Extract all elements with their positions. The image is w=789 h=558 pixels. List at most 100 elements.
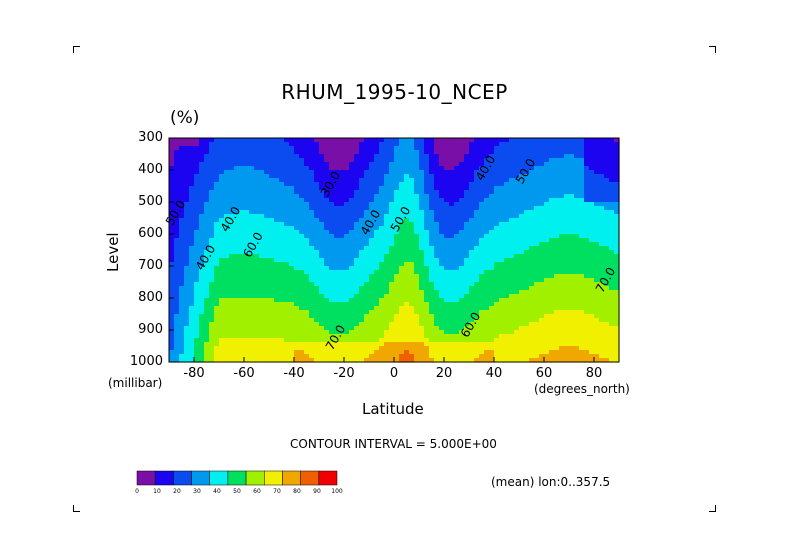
heatmap-cell	[274, 262, 280, 267]
heatmap-cell	[324, 210, 330, 215]
heatmap-cell	[339, 142, 345, 147]
heatmap-cell	[369, 146, 375, 151]
heatmap-cell	[479, 358, 485, 363]
heatmap-cell	[264, 306, 270, 311]
heatmap-cell	[399, 214, 405, 219]
heatmap-cell	[259, 198, 265, 203]
heatmap-cell	[434, 242, 440, 247]
heatmap-cell	[204, 286, 210, 291]
heatmap-cell	[189, 290, 195, 295]
heatmap-cell	[544, 186, 550, 191]
heatmap-cell	[604, 222, 610, 227]
heatmap-cell	[559, 334, 565, 339]
heatmap-cell	[469, 358, 475, 363]
heatmap-cell	[564, 298, 570, 303]
heatmap-cell	[339, 146, 345, 151]
heatmap-cell	[449, 218, 455, 223]
heatmap-cell	[279, 206, 285, 211]
heatmap-cell	[349, 314, 355, 319]
heatmap-cell	[359, 226, 365, 231]
heatmap-cell	[284, 306, 290, 311]
heatmap-cell	[529, 142, 535, 147]
heatmap-cell	[504, 226, 510, 231]
heatmap-cell	[199, 354, 205, 359]
heatmap-cell	[504, 190, 510, 195]
heatmap-cell	[419, 230, 425, 235]
heatmap-cell	[459, 302, 465, 307]
heatmap-cell	[479, 290, 485, 295]
heatmap-cell	[374, 358, 380, 363]
heatmap-cell	[479, 234, 485, 239]
heatmap-cell	[549, 318, 555, 323]
heatmap-cell	[504, 350, 510, 355]
heatmap-cell	[489, 182, 495, 187]
heatmap-cell	[179, 234, 185, 239]
heatmap-cell	[329, 342, 335, 347]
heatmap-cell	[329, 250, 335, 255]
heatmap-cell	[259, 338, 265, 343]
heatmap-cell	[419, 194, 425, 199]
heatmap-cell	[439, 358, 445, 363]
heatmap-cell	[194, 150, 200, 155]
heatmap-cell	[389, 234, 395, 239]
heatmap-cell	[189, 214, 195, 219]
heatmap-cell	[264, 274, 270, 279]
heatmap-cell	[609, 170, 615, 175]
heatmap-cell	[559, 258, 565, 263]
heatmap-cell	[239, 318, 245, 323]
heatmap-cell	[604, 358, 610, 363]
heatmap-cell	[599, 190, 605, 195]
heatmap-cell	[429, 234, 435, 239]
heatmap-cell	[399, 198, 405, 203]
heatmap-cell	[519, 178, 525, 183]
heatmap-cell	[519, 322, 525, 327]
heatmap-cell	[209, 194, 215, 199]
heatmap-cell	[224, 178, 230, 183]
heatmap-cell	[269, 302, 275, 307]
heatmap-cell	[364, 290, 370, 295]
heatmap-cell	[304, 322, 310, 327]
heatmap-cell	[549, 262, 555, 267]
heatmap-cell	[189, 234, 195, 239]
heatmap-cell	[579, 326, 585, 331]
heatmap-cell	[384, 254, 390, 259]
heatmap-cell	[534, 226, 540, 231]
heatmap-cell	[409, 350, 415, 355]
heatmap-cell	[214, 270, 220, 275]
heatmap-cell	[319, 198, 325, 203]
heatmap-cell	[564, 302, 570, 307]
heatmap-cell	[219, 146, 225, 151]
heatmap-cell	[374, 334, 380, 339]
heatmap-cell	[379, 218, 385, 223]
heatmap-cell	[354, 282, 360, 287]
heatmap-cell	[529, 170, 535, 175]
heatmap-cell	[304, 258, 310, 263]
heatmap-cell	[274, 330, 280, 335]
heatmap-cell	[394, 298, 400, 303]
heatmap-cell	[319, 258, 325, 263]
heatmap-cell	[544, 246, 550, 251]
heatmap-cell	[479, 262, 485, 267]
heatmap-cell	[274, 206, 280, 211]
heatmap-cell	[339, 306, 345, 311]
heatmap-cell	[314, 326, 320, 331]
heatmap-cell	[219, 250, 225, 255]
heatmap-cell	[604, 258, 610, 263]
heatmap-cell	[344, 286, 350, 291]
heatmap-cell	[564, 190, 570, 195]
heatmap-cell	[399, 278, 405, 283]
heatmap-cell	[609, 262, 615, 267]
heatmap-cell	[449, 302, 455, 307]
heatmap-cell	[389, 326, 395, 331]
heatmap-cell	[174, 286, 180, 291]
heatmap-cell	[334, 230, 340, 235]
heatmap-cell	[184, 330, 190, 335]
heatmap-cell	[564, 246, 570, 251]
heatmap-cell	[329, 142, 335, 147]
heatmap-cell	[229, 190, 235, 195]
heatmap-cell	[334, 226, 340, 231]
heatmap-cell	[219, 202, 225, 207]
heatmap-cell	[434, 334, 440, 339]
heatmap-cell	[254, 310, 260, 315]
heatmap-cell	[189, 174, 195, 179]
